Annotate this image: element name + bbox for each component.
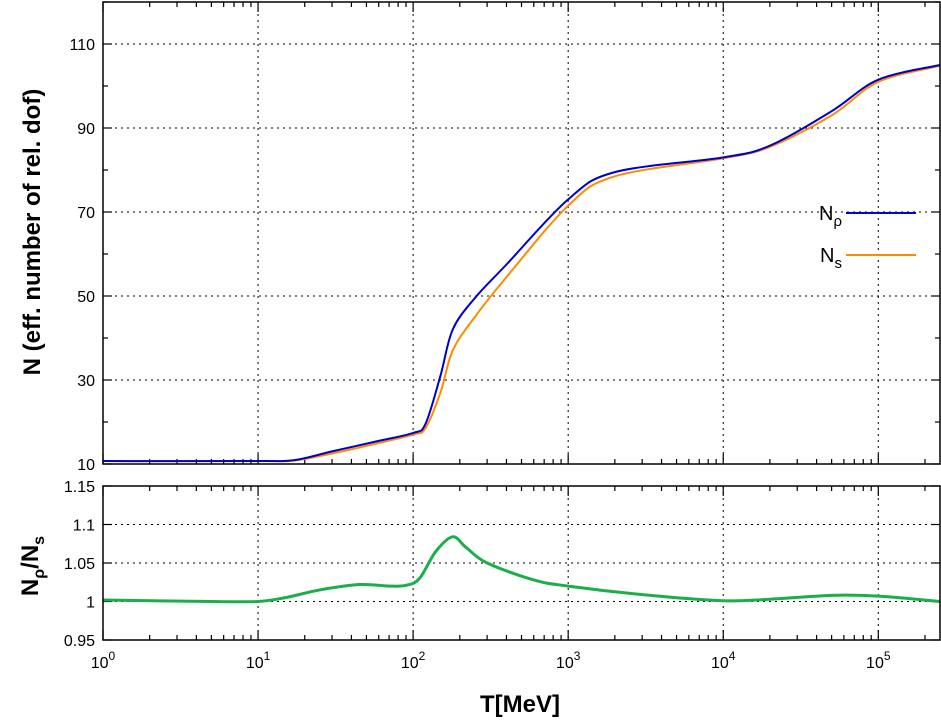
y-tick-label: 1.15 — [64, 479, 95, 496]
top-grid — [103, 2, 940, 464]
y-tick-label: 90 — [77, 121, 95, 138]
y-tick-label: 1.05 — [64, 556, 95, 573]
series-line-n-s — [102, 64, 941, 463]
x-tick-label: 105 — [866, 649, 891, 672]
top-plot-frame — [102, 1, 941, 465]
bottom-panel: 0.95 1 1.05 1.1 1.15 100 101 102 103 104 105 Nρ/N… — [17, 479, 941, 718]
bottom-ticks — [102, 485, 940, 641]
legend-label: Ns — [820, 245, 842, 272]
top-panel: 10 30 50 70 90 110 N (eff. number of rel. dof… — [19, 1, 941, 474]
y-tick-label: 0.95 — [64, 633, 95, 650]
y-tick-label: 110 — [69, 37, 95, 54]
bottom-series — [102, 535, 941, 604]
y-tick-label: 50 — [77, 289, 95, 306]
top-y-axis-label: N (eff. number of rel. dof) — [19, 89, 46, 376]
y-tick-label: 1.1 — [73, 518, 95, 535]
legend-label: Nρ — [819, 203, 842, 230]
series-line-n-rho — [102, 64, 941, 463]
x-axis-label: T[MeV] — [480, 691, 560, 718]
y-tick-label: 70 — [77, 205, 95, 222]
y-tick-label: 30 — [77, 373, 95, 390]
x-tick-labels: 100 101 102 103 104 105 — [91, 649, 891, 672]
top-y-tick-labels: 10 30 50 70 90 110 — [69, 37, 95, 474]
x-tick-label: 100 — [91, 649, 116, 672]
bottom-plot-frame — [102, 485, 941, 641]
x-tick-label: 102 — [401, 649, 426, 672]
top-series — [102, 64, 941, 463]
y-tick-label: 10 — [77, 457, 95, 474]
x-tick-label: 101 — [246, 649, 271, 672]
top-ticks — [102, 1, 940, 465]
bottom-grid — [103, 486, 940, 640]
bottom-y-tick-labels: 0.95 1 1.05 1.1 1.15 — [64, 479, 95, 650]
x-tick-label: 104 — [711, 649, 736, 672]
legend: Nρ Ns — [819, 203, 916, 272]
x-tick-label: 103 — [556, 649, 581, 672]
bottom-y-axis-label: Nρ/Ns — [17, 536, 48, 596]
series-line-ratio — [102, 535, 941, 604]
y-tick-label: 1 — [86, 595, 95, 612]
